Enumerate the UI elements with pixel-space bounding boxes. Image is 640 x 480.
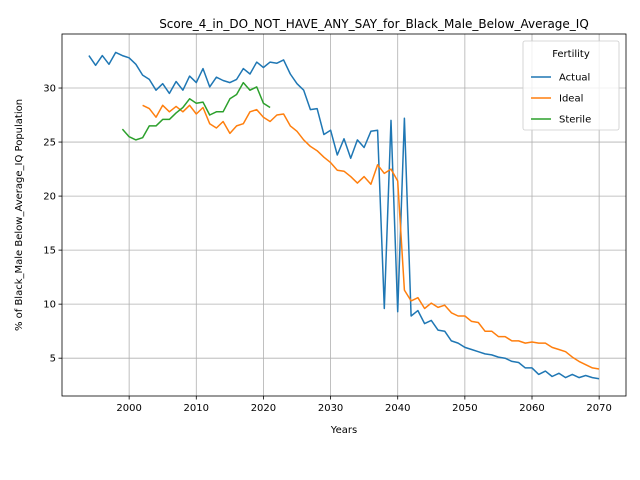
y-axis-label: % of Black_Male Below_Average_IQ Populat… [14,99,25,331]
legend-box [522,40,620,131]
series-line-actual [88,51,600,380]
y-tick-label: 5 [50,354,56,365]
series-line-sterile [121,81,271,141]
legend-label: Ideal [559,94,583,105]
legend-title: Fertility [552,49,590,60]
plot-frame [61,33,627,397]
chart-title: Score_4_in_DO_NOT_HAVE_ANY_SAY_for_Black… [159,17,589,31]
series-line-ideal [142,104,600,370]
series-lines [88,51,600,380]
legend: Fertility Actual Ideal Sterile [522,40,620,131]
x-tick-label: 2050 [452,403,477,414]
legend-entries: Actual Ideal Sterile [531,73,591,126]
y-tick-label: 10 [43,300,56,311]
y-tick-label: 25 [43,138,56,149]
x-tick-label: 2030 [318,403,343,414]
y-tick-label: 15 [43,246,56,257]
legend-entry-sterile: Sterile [531,115,591,126]
y-tick-label: 20 [43,192,56,203]
x-tick-label: 2000 [116,403,141,414]
legend-label: Sterile [559,115,591,126]
x-tick-label: 2060 [519,403,544,414]
x-tick-label: 2070 [586,403,611,414]
x-tick-label: 2010 [184,403,209,414]
x-tick-label: 2040 [385,403,410,414]
legend-entry-actual: Actual [531,73,590,84]
legend-label: Actual [559,73,590,84]
y-tick-label: 30 [43,84,56,95]
legend-entry-ideal: Ideal [531,94,583,105]
x-tick-label: 2020 [251,403,276,414]
x-axis-label: Years [330,425,357,436]
axis-ticks: 2000 2010 2020 2030 2040 2050 2060 2070 5 10 15 20 2… [43,84,612,414]
